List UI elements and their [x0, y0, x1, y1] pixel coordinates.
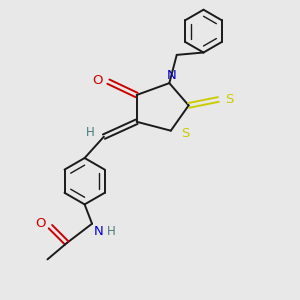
- Text: H: H: [107, 225, 116, 238]
- Text: S: S: [225, 93, 233, 106]
- Text: O: O: [92, 74, 103, 87]
- Text: S: S: [181, 127, 190, 140]
- Text: N: N: [167, 69, 177, 82]
- Text: O: O: [35, 217, 46, 230]
- Text: N: N: [94, 225, 103, 238]
- Text: H: H: [86, 126, 95, 139]
